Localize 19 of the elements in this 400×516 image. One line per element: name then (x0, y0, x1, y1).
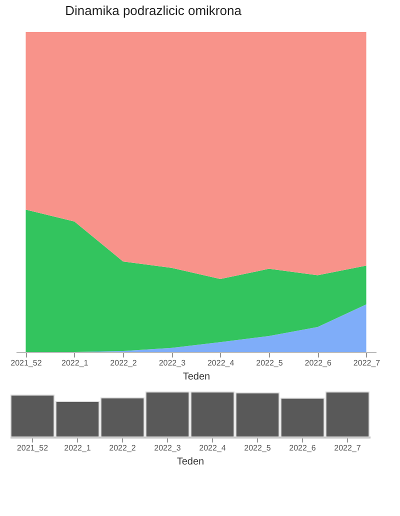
x-tick-label: 2022_2 (109, 444, 136, 452)
chart-title: Dinamika podrazlicic omikrona (65, 3, 242, 18)
x-tick-label: 2022_1 (62, 358, 89, 368)
x-tick-label: 2022_7 (353, 358, 381, 368)
x-axis-title: Teden (176, 456, 204, 468)
x-tick-label: 2021_52 (10, 358, 42, 368)
x-tick-label: 2022_3 (158, 358, 186, 368)
x-tick-label: 2022_4 (207, 358, 235, 368)
x-tick-label: 2022_6 (289, 444, 316, 452)
x-tick-label: 2022_3 (154, 444, 182, 452)
x-tick-label: 2022_1 (64, 444, 92, 452)
x-tick-label: 2022_5 (256, 358, 284, 368)
x-tick-label: 2022_2 (110, 358, 138, 368)
x-tick-label: 2022_4 (199, 444, 226, 452)
x-tick-label: 2022_6 (304, 358, 332, 368)
x-axis-title: Teden (182, 372, 210, 382)
x-tick-label: 2022_7 (334, 444, 362, 452)
x-tick-label: 2022_5 (244, 444, 272, 452)
x-tick-label: 2021_52 (16, 444, 49, 452)
